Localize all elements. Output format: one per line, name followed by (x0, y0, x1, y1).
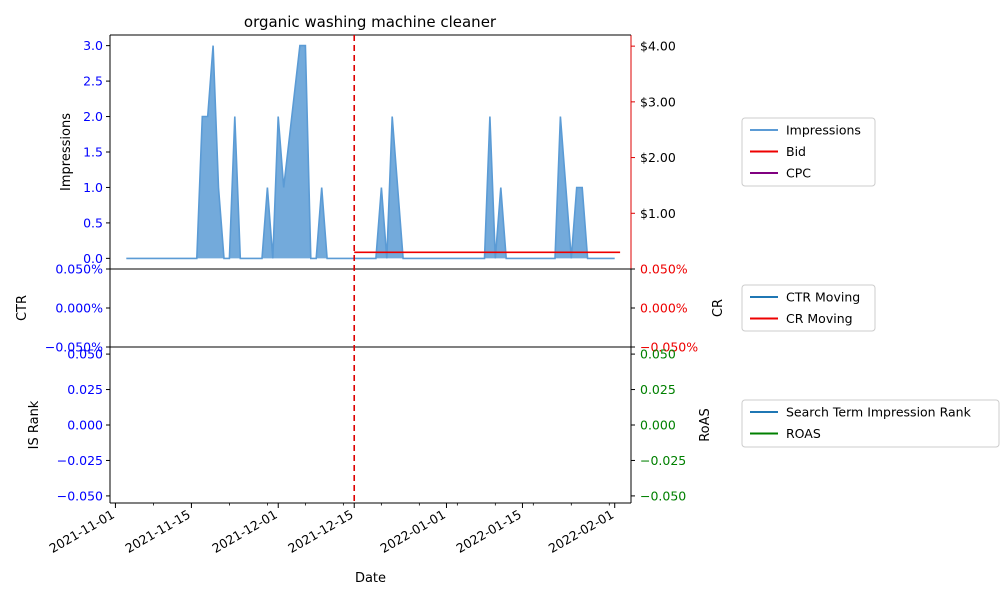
x-axis-label: Date (355, 571, 386, 586)
y-axis-label-left: CTR (15, 295, 30, 321)
y-tick-label-left: 2.5 (83, 74, 103, 89)
legend-label: Impressions (786, 123, 861, 138)
y-tick-label-left: 3.0 (83, 38, 103, 53)
y-tick-label-right: $3.00 (640, 94, 676, 109)
y-axis-label-right: RoAS (698, 408, 713, 442)
y-axis-label-left: Impressions (59, 113, 74, 191)
y-tick-label-right: −0.025 (640, 453, 686, 468)
chart-title: organic washing machine cleaner (244, 13, 497, 31)
legend-label: ROAS (786, 426, 821, 441)
y-tick-label-left: 0.025 (67, 382, 103, 397)
legend-box (741, 117, 876, 187)
y-tick-label-right: $2.00 (640, 150, 676, 165)
y-tick-label-left: 0.000% (55, 301, 103, 316)
y-tick-label-left: 0.050% (55, 262, 103, 277)
legend-label: Search Term Impression Rank (786, 405, 972, 420)
y-axis-label-left: IS Rank (27, 400, 42, 449)
legend-label: CR Moving (786, 311, 853, 326)
y-tick-label-right: −0.050 (640, 488, 686, 503)
y-tick-label-right: $1.00 (640, 206, 676, 221)
y-tick-label-left: −0.050 (57, 488, 103, 503)
legend-label: CPC (786, 166, 811, 181)
y-tick-label-left: 1.5 (83, 145, 103, 160)
y-tick-label-right: 0.050% (640, 262, 688, 277)
y-tick-label-right: 0.025 (640, 382, 676, 397)
y-tick-label-right: 0.050 (640, 347, 676, 362)
y-axis-label-right: CR (711, 299, 726, 317)
y-tick-label-left: −0.050% (45, 340, 103, 355)
y-tick-label-left: 0.0 (83, 251, 103, 266)
y-tick-label-right: −0.050% (640, 340, 698, 355)
y-tick-label-left: −0.025 (57, 453, 103, 468)
y-tick-label-right: 0.000% (640, 301, 688, 316)
y-tick-label-left: 2.0 (83, 109, 103, 124)
y-tick-label-left: 0.5 (83, 215, 103, 230)
y-tick-label-left: 0.000 (67, 418, 103, 433)
legend-label: Bid (786, 144, 806, 159)
legend-label: CTR Moving (786, 290, 860, 305)
y-tick-label-right: $4.00 (640, 39, 676, 54)
y-tick-label-left: 1.0 (83, 180, 103, 195)
y-tick-label-right: 0.000 (640, 418, 676, 433)
legend-box (741, 399, 1000, 448)
series-line-impressions (126, 44, 615, 260)
y-tick-label-left: 0.050 (67, 347, 103, 362)
